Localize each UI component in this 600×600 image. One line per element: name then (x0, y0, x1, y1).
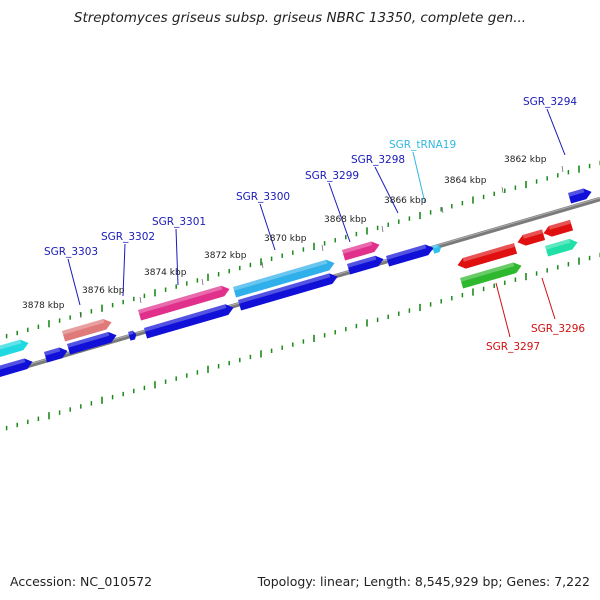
gene-feature[interactable] (542, 219, 574, 239)
gene-feature[interactable] (0, 357, 34, 378)
gene-sgr-3297[interactable] (460, 261, 523, 289)
accession-text: Accession: NC_010572 (10, 574, 153, 589)
tick-label: 3870 kbp (264, 234, 307, 244)
gene-sgr-3294[interactable] (568, 187, 593, 204)
gene-label[interactable]: SGR_tRNA19 (389, 139, 456, 151)
gene-leader-line (412, 151, 426, 204)
tick-label: 3878 kbp (22, 301, 65, 311)
tick-row-bottom (5, 252, 600, 431)
gene-label[interactable]: SGR_3300 (236, 191, 290, 203)
tick-label: 3862 kbp (504, 155, 547, 165)
map-title: Streptomyces griseus subsp. griseus NBRC… (73, 10, 527, 26)
gene-label[interactable]: SGR_3302 (101, 231, 155, 243)
gene-feature[interactable] (386, 243, 435, 267)
gene-sgr-3303[interactable] (62, 317, 113, 342)
tick-connector (321, 244, 324, 252)
tick-label: 3872 kbp (204, 251, 247, 261)
gene-sgr-trna19[interactable] (432, 244, 442, 254)
gene-label[interactable]: SGR_3296 (531, 323, 585, 335)
gene-label[interactable]: SGR_3294 (523, 96, 577, 108)
tick-connector (139, 296, 142, 304)
gene-sgr-3296[interactable] (456, 243, 518, 270)
tick-label: 3874 kbp (144, 268, 187, 278)
gene-leader-line (67, 258, 81, 306)
genome-summary: Topology: linear; Length: 8,545,929 bp; … (257, 574, 590, 589)
gene-label[interactable]: SGR_3299 (305, 170, 359, 182)
gene-leader-line (122, 243, 126, 297)
gene-leader-line (328, 182, 351, 243)
gene-label[interactable]: SGR_3301 (152, 216, 206, 228)
gene-feature[interactable] (545, 237, 579, 257)
tick-label: 3866 kbp (384, 196, 427, 206)
tick-label: 3864 kbp (444, 176, 487, 186)
tick-connector (201, 278, 204, 286)
gene-sgr-3301[interactable] (138, 284, 231, 321)
tick-connector (441, 206, 444, 214)
gene-leader-line (495, 282, 511, 338)
gene-sgr-3299[interactable] (347, 254, 385, 275)
tick-connector (561, 165, 564, 173)
gene-leader-line (259, 203, 276, 251)
gene-feature[interactable] (144, 302, 235, 339)
gene-label[interactable]: SGR_3297 (486, 341, 540, 353)
gene-label[interactable]: SGR_3298 (351, 154, 405, 166)
tick-row-top (5, 160, 600, 339)
gene-label[interactable]: SGR_3303 (44, 246, 98, 258)
gene-leader-line (175, 228, 179, 286)
gene-feature[interactable] (516, 229, 546, 247)
gene-leader-line (374, 166, 399, 214)
gene-feature[interactable] (0, 338, 30, 358)
tick-label: 3876 kbp (82, 286, 125, 296)
tick-label: 3868 kbp (324, 215, 367, 225)
gene-sgr-3300[interactable] (233, 258, 336, 298)
tick-connector (381, 225, 384, 233)
gene-feature[interactable] (128, 330, 138, 341)
tick-connector (501, 186, 504, 194)
tick-connector (261, 261, 264, 269)
gene-leader-line (541, 277, 556, 320)
gene-feature[interactable] (238, 271, 339, 311)
gene-feature[interactable] (44, 346, 69, 363)
gene-sgr-3302[interactable] (67, 330, 118, 355)
tick-connector (79, 311, 82, 319)
gene-sgr-3298[interactable] (342, 240, 381, 261)
gene-leader-line (546, 108, 566, 156)
